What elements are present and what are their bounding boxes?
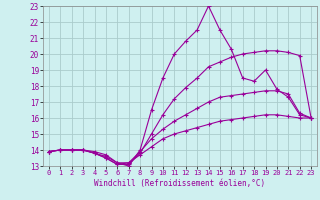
X-axis label: Windchill (Refroidissement éolien,°C): Windchill (Refroidissement éolien,°C) [94,179,266,188]
